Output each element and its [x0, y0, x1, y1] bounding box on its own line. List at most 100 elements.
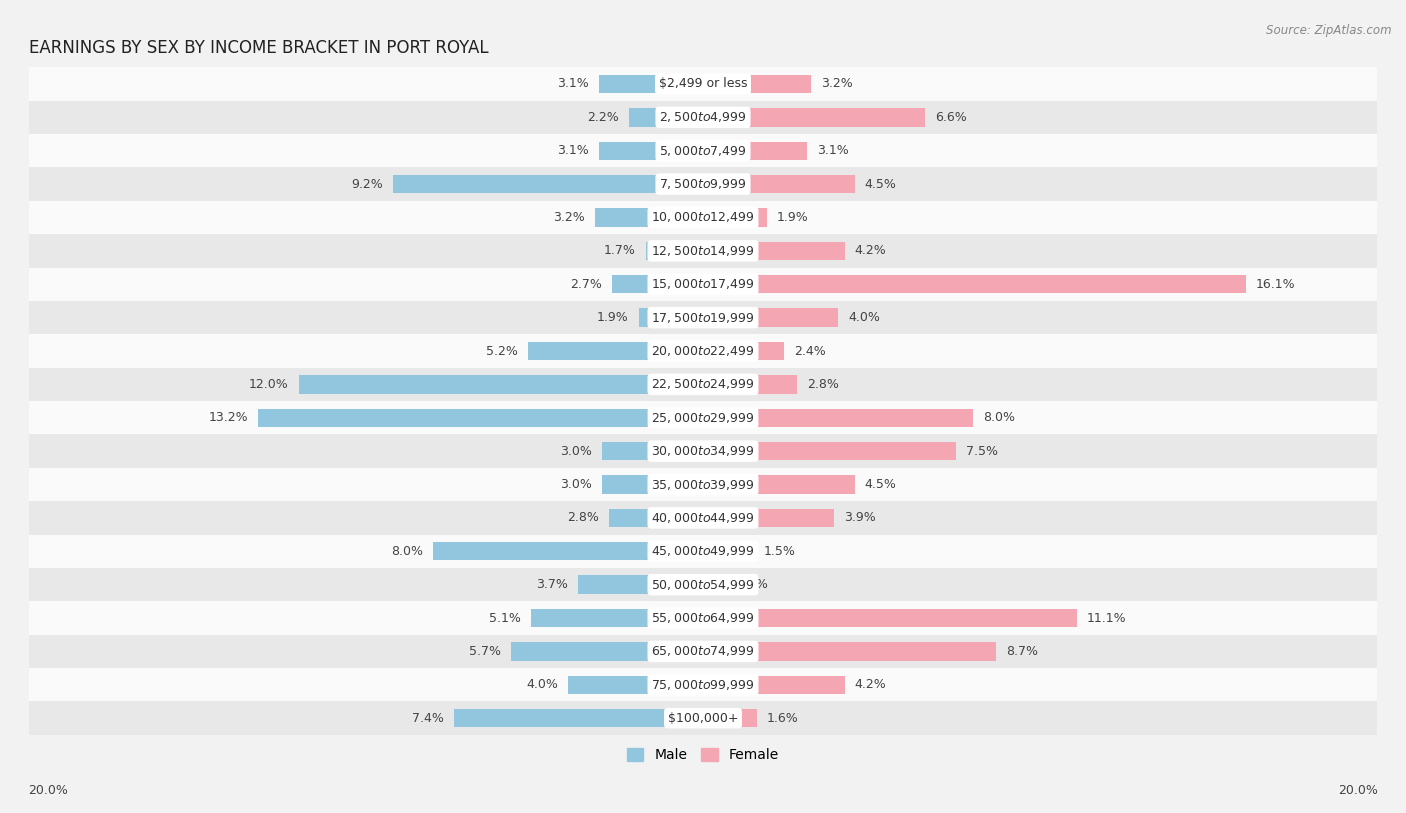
Bar	[703, 576, 718, 593]
Text: 3.1%: 3.1%	[817, 144, 849, 157]
Text: 7.5%: 7.5%	[966, 445, 998, 458]
Text: 3.0%: 3.0%	[560, 445, 592, 458]
Bar	[703, 175, 855, 193]
Text: $100,000+: $100,000+	[668, 711, 738, 724]
Text: $12,500 to $14,999: $12,500 to $14,999	[651, 244, 755, 258]
Text: 2.8%: 2.8%	[807, 378, 839, 391]
Bar	[433, 542, 703, 560]
Text: 2.4%: 2.4%	[794, 345, 825, 358]
Bar	[30, 101, 1376, 134]
Bar	[703, 442, 956, 460]
Bar	[30, 668, 1376, 702]
Text: 9.2%: 9.2%	[352, 177, 382, 190]
Bar	[638, 308, 703, 327]
Text: $20,000 to $22,499: $20,000 to $22,499	[651, 344, 755, 358]
Bar	[602, 442, 703, 460]
Bar	[30, 635, 1376, 668]
Text: 4.2%: 4.2%	[855, 245, 886, 258]
Bar	[609, 509, 703, 527]
Bar	[298, 376, 703, 393]
Bar	[612, 275, 703, 293]
Legend: Male, Female: Male, Female	[621, 743, 785, 768]
Text: $40,000 to $44,999: $40,000 to $44,999	[651, 511, 755, 525]
Bar	[703, 141, 807, 160]
Bar	[259, 409, 703, 427]
Text: $35,000 to $39,999: $35,000 to $39,999	[651, 477, 755, 492]
Bar	[578, 576, 703, 593]
Text: EARNINGS BY SEX BY INCOME BRACKET IN PORT ROYAL: EARNINGS BY SEX BY INCOME BRACKET IN POR…	[30, 39, 489, 58]
Text: 4.0%: 4.0%	[526, 678, 558, 691]
Bar	[703, 308, 838, 327]
Text: 20.0%: 20.0%	[1339, 784, 1378, 797]
Bar	[703, 642, 997, 661]
Bar	[599, 75, 703, 93]
Text: $65,000 to $74,999: $65,000 to $74,999	[651, 645, 755, 659]
Text: 3.1%: 3.1%	[557, 144, 589, 157]
Text: 4.5%: 4.5%	[865, 478, 897, 491]
Bar	[30, 134, 1376, 167]
Text: 3.7%: 3.7%	[536, 578, 568, 591]
Bar	[703, 376, 797, 393]
Text: 12.0%: 12.0%	[249, 378, 288, 391]
Bar	[30, 602, 1376, 635]
Text: 1.7%: 1.7%	[603, 245, 636, 258]
Text: 2.8%: 2.8%	[567, 511, 599, 524]
Text: 20.0%: 20.0%	[28, 784, 67, 797]
Text: $2,499 or less: $2,499 or less	[659, 77, 747, 90]
Bar	[30, 234, 1376, 267]
Text: $50,000 to $54,999: $50,000 to $54,999	[651, 578, 755, 592]
Bar	[703, 275, 1246, 293]
Bar	[703, 75, 811, 93]
Text: 4.5%: 4.5%	[865, 177, 897, 190]
Text: 5.1%: 5.1%	[489, 611, 522, 624]
Bar	[30, 334, 1376, 367]
Bar	[703, 409, 973, 427]
Bar	[703, 542, 754, 560]
Text: 1.6%: 1.6%	[768, 711, 799, 724]
Bar	[595, 208, 703, 227]
Bar	[703, 509, 834, 527]
Text: $75,000 to $99,999: $75,000 to $99,999	[651, 678, 755, 692]
Text: 8.0%: 8.0%	[391, 545, 423, 558]
Text: 1.9%: 1.9%	[778, 211, 808, 224]
Bar	[703, 709, 756, 728]
Text: 7.4%: 7.4%	[412, 711, 443, 724]
Bar	[527, 341, 703, 360]
Text: 4.0%: 4.0%	[848, 311, 880, 324]
Text: 8.7%: 8.7%	[1007, 645, 1038, 658]
Text: 1.9%: 1.9%	[598, 311, 628, 324]
Text: 3.9%: 3.9%	[845, 511, 876, 524]
Bar	[703, 241, 845, 260]
Bar	[703, 341, 785, 360]
Text: $2,500 to $4,999: $2,500 to $4,999	[659, 111, 747, 124]
Bar	[599, 141, 703, 160]
Bar	[531, 609, 703, 627]
Bar	[30, 201, 1376, 234]
Text: 3.2%: 3.2%	[821, 77, 852, 90]
Bar	[30, 434, 1376, 467]
Text: 13.2%: 13.2%	[208, 411, 247, 424]
Text: $10,000 to $12,499: $10,000 to $12,499	[651, 211, 755, 224]
Text: 6.6%: 6.6%	[935, 111, 967, 124]
Text: $45,000 to $49,999: $45,000 to $49,999	[651, 544, 755, 559]
Text: $22,500 to $24,999: $22,500 to $24,999	[651, 377, 755, 391]
Text: 2.2%: 2.2%	[588, 111, 619, 124]
Text: $7,500 to $9,999: $7,500 to $9,999	[659, 177, 747, 191]
Bar	[628, 108, 703, 127]
Bar	[568, 676, 703, 694]
Bar	[30, 568, 1376, 602]
Bar	[394, 175, 703, 193]
Text: $17,500 to $19,999: $17,500 to $19,999	[651, 311, 755, 324]
Text: 3.0%: 3.0%	[560, 478, 592, 491]
Text: 4.2%: 4.2%	[855, 678, 886, 691]
Bar	[30, 535, 1376, 568]
Bar	[30, 702, 1376, 735]
Text: 11.1%: 11.1%	[1087, 611, 1126, 624]
Text: 1.5%: 1.5%	[763, 545, 796, 558]
Bar	[645, 241, 703, 260]
Bar	[30, 67, 1376, 101]
Bar	[30, 467, 1376, 501]
Bar	[30, 301, 1376, 334]
Text: $55,000 to $64,999: $55,000 to $64,999	[651, 611, 755, 625]
Bar	[703, 108, 925, 127]
